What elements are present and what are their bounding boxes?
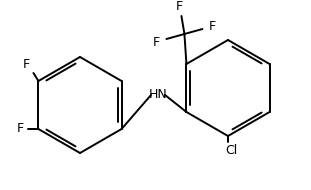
Text: Cl: Cl [225, 143, 237, 157]
Text: F: F [23, 59, 30, 71]
Text: F: F [209, 20, 216, 32]
Text: HN: HN [149, 89, 167, 101]
Text: F: F [153, 36, 160, 48]
Text: F: F [176, 0, 183, 13]
Text: F: F [17, 123, 24, 135]
